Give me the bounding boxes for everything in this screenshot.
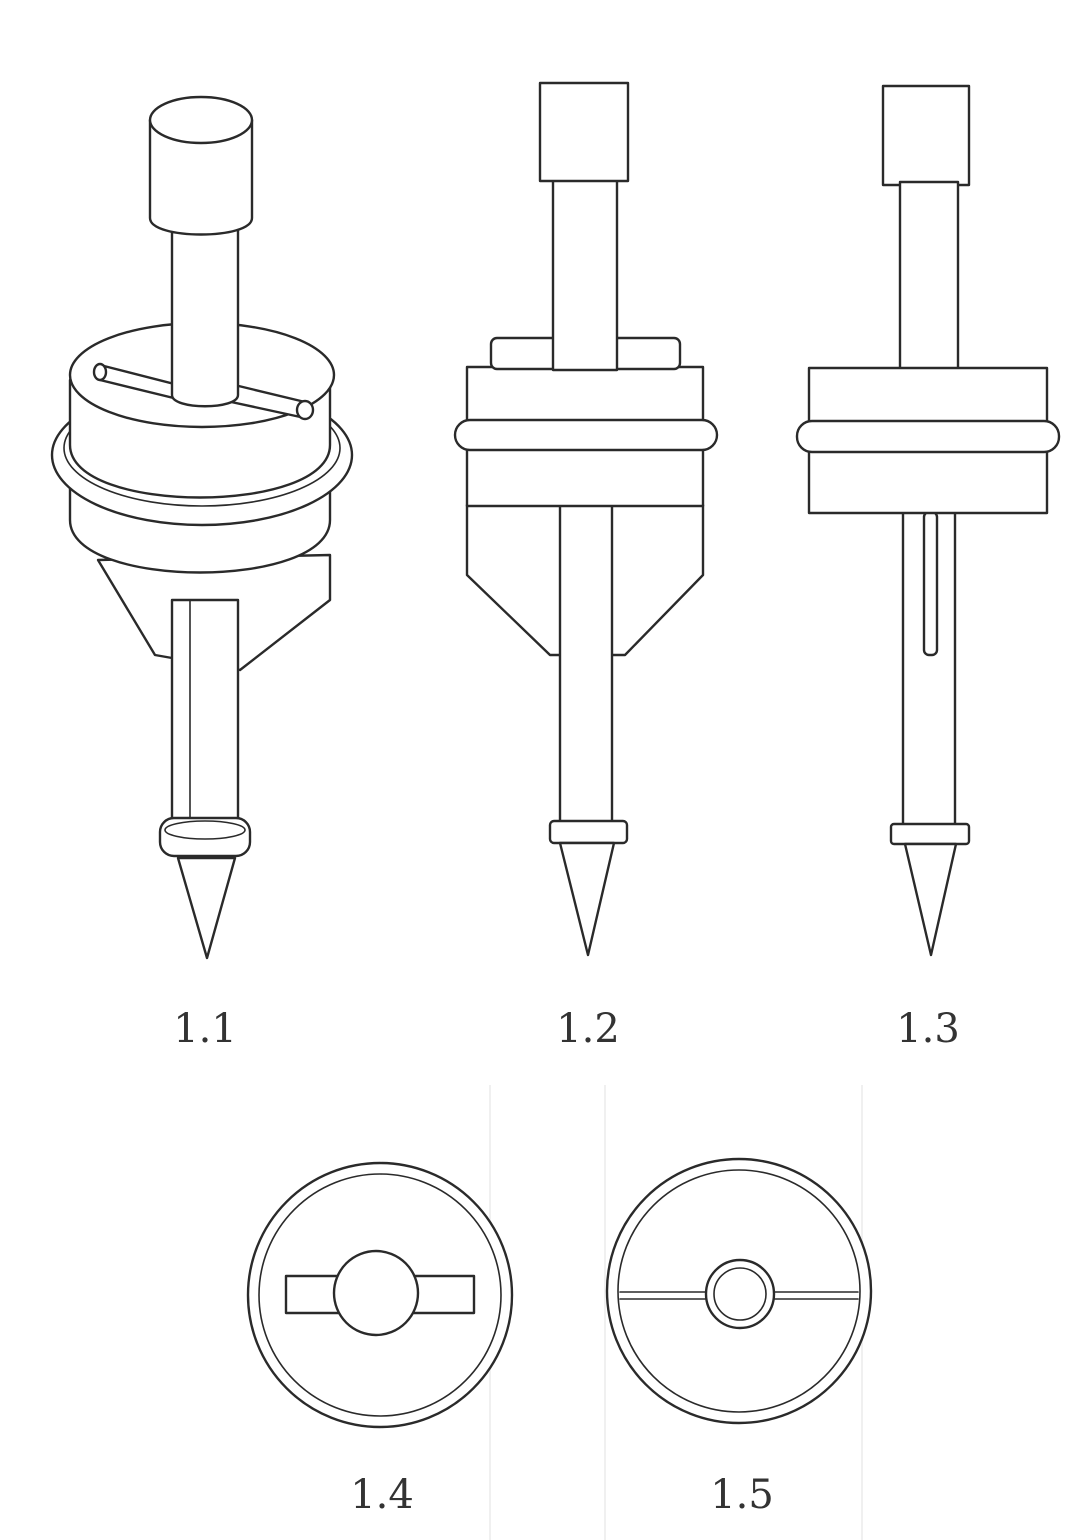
figure-1-4-top-view-wings [246, 1161, 514, 1429]
f11-lower-shaft [170, 598, 240, 827]
f14-inner-circle [258, 1173, 502, 1417]
f13-body-lower [807, 448, 1049, 515]
f14-wing-right [408, 1274, 476, 1315]
f13-upper-shaft [898, 180, 960, 374]
label-1-2: 1.2 [556, 1006, 620, 1052]
f12-wing-left [489, 336, 562, 371]
label-1-5: 1.5 [710, 1472, 774, 1518]
f13-collar [889, 822, 971, 846]
f13-ring [795, 419, 1061, 454]
f13-body-upper [807, 366, 1049, 428]
f15-hub-outer [704, 1258, 776, 1330]
f12-body-lower [465, 446, 705, 508]
figure-1-2-front-spike [453, 81, 719, 957]
f13-slot [922, 510, 939, 657]
f12-lower-shaft [558, 503, 614, 825]
f12-upper-shaft [551, 176, 619, 372]
f15-inner-circle [617, 1169, 861, 1413]
f12-collar [548, 819, 629, 845]
f11-collar [158, 816, 252, 858]
f12-body-upper [465, 365, 705, 427]
f15-hub-inner [713, 1267, 767, 1321]
f11-handle-top [148, 95, 254, 145]
f13-tip [903, 842, 958, 957]
figure-1-3-side-spike [795, 84, 1061, 957]
f12-ring [453, 418, 719, 452]
f12-tip [558, 841, 616, 957]
f14-center-hub [332, 1249, 420, 1337]
figure-1-5-top-view-arms [605, 1157, 873, 1425]
f13-handle [881, 84, 971, 187]
label-1-4: 1.4 [350, 1472, 414, 1518]
f11-tip [176, 856, 237, 960]
label-1-1: 1.1 [173, 1006, 237, 1052]
f11-handle [148, 118, 254, 236]
f11-upper-shaft [170, 223, 240, 408]
figure-1-1-isometric-spike [50, 95, 354, 960]
label-1-3: 1.3 [896, 1006, 960, 1052]
f12-handle [538, 81, 630, 183]
